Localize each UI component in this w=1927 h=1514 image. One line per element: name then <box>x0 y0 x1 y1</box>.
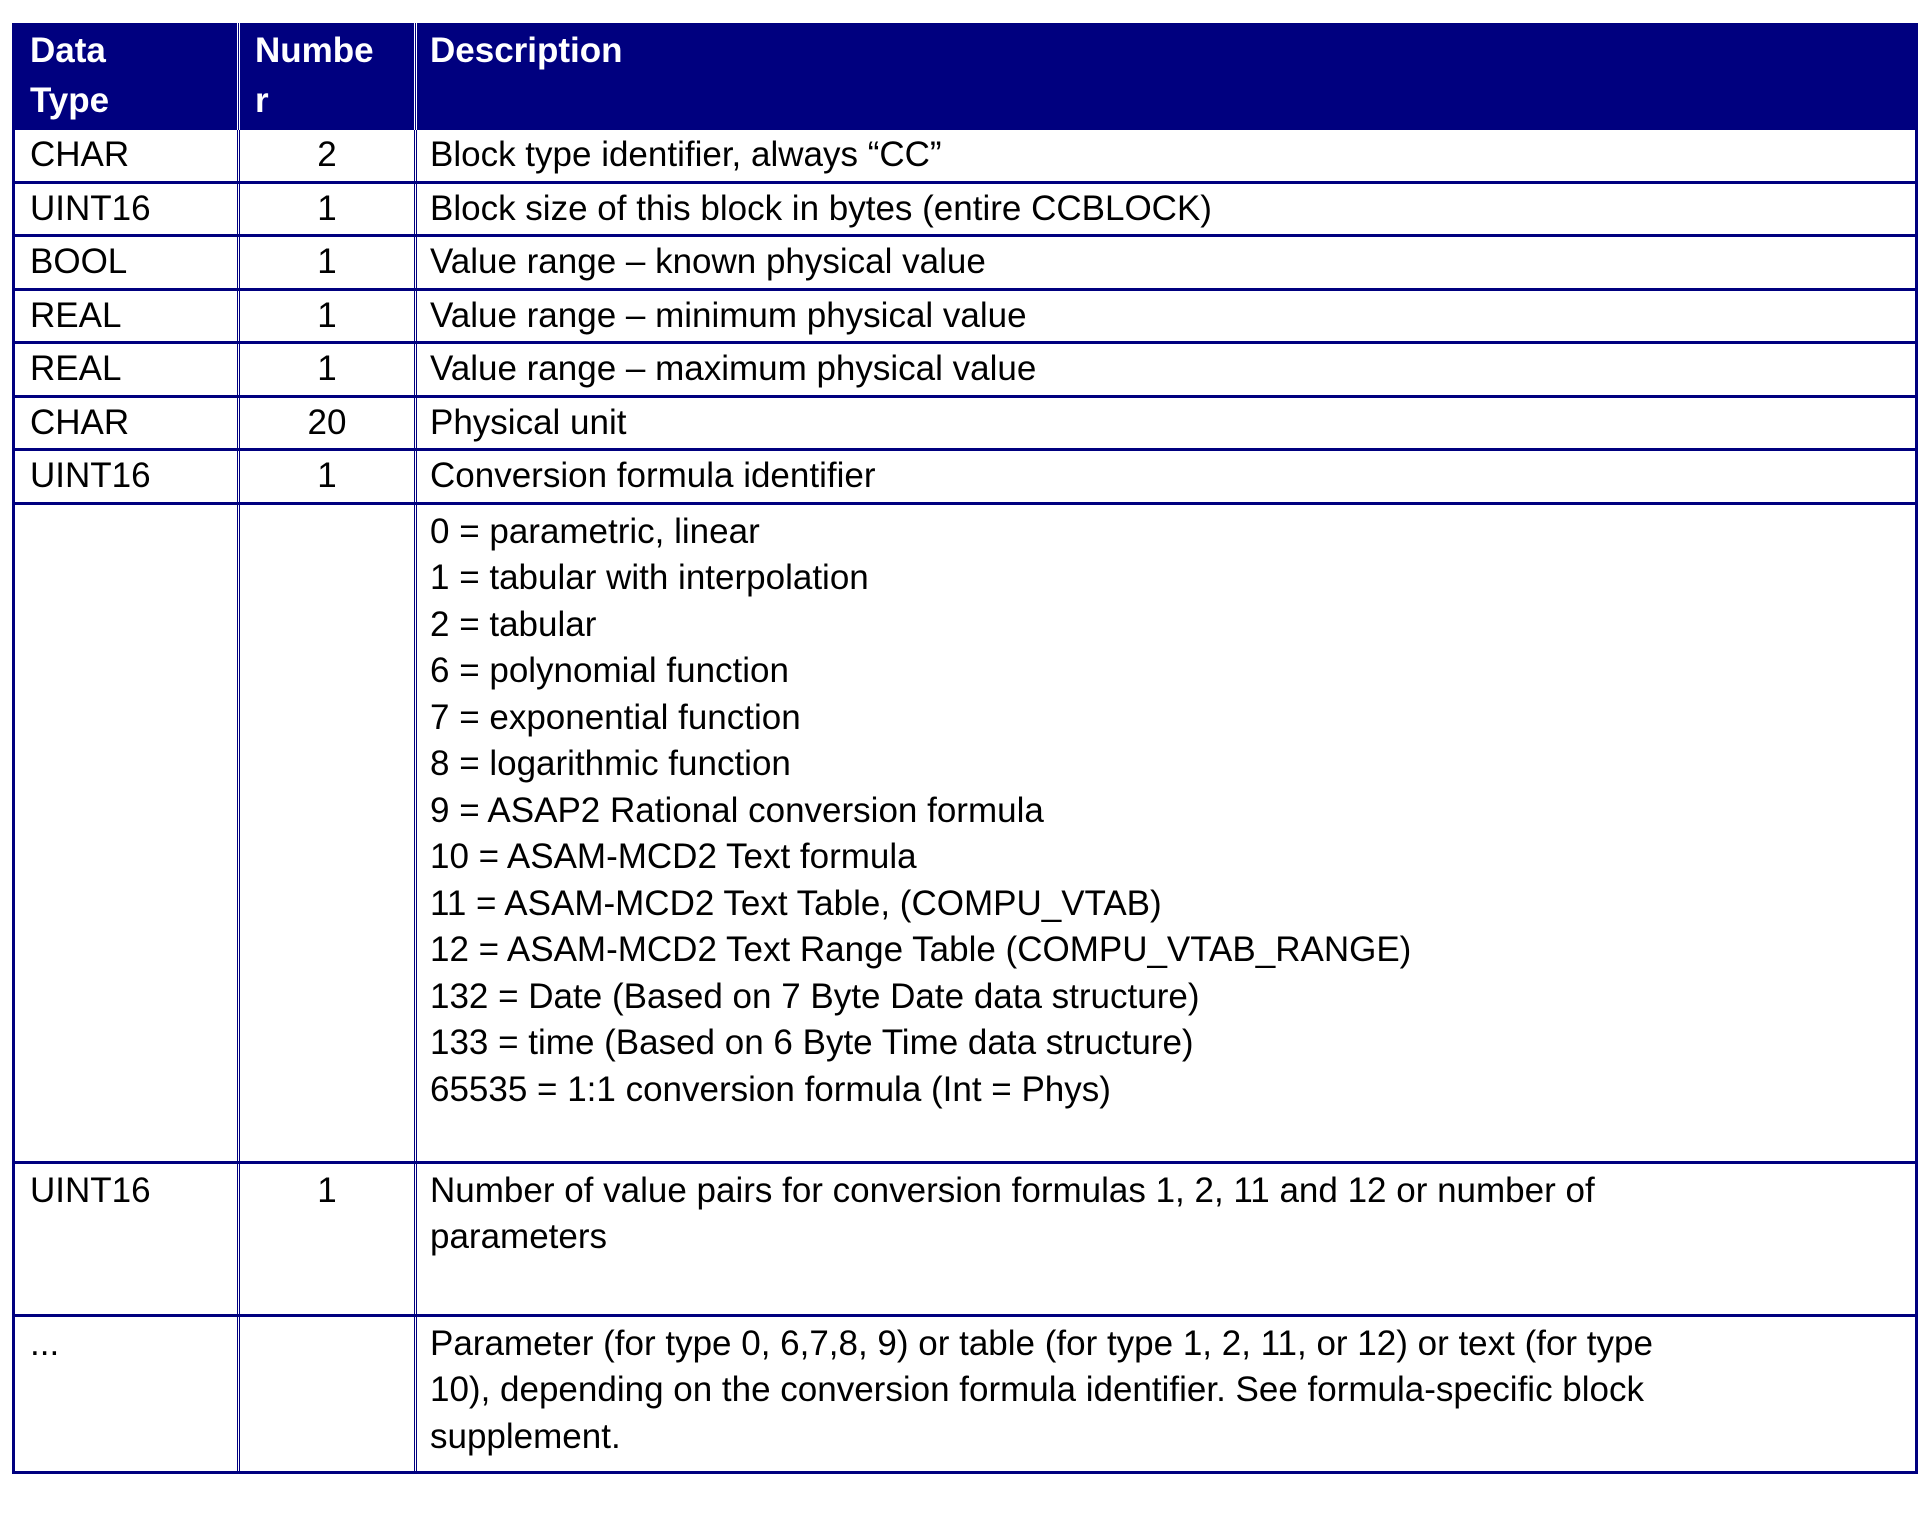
description-line: 9 = ASAP2 Rational conversion formula <box>430 790 1044 830</box>
data-type-cell: CHAR <box>30 135 130 174</box>
description-line: Physical unit <box>430 402 627 442</box>
number-cell: 1 <box>237 237 414 288</box>
table-row: REAL 1 Value range – minimum physical valu… <box>15 290 1915 344</box>
description-line: 12 = ASAM-MCD2 Text Range Table (COMPU_V… <box>430 930 1412 969</box>
header-label-line: Type <box>30 81 110 120</box>
description-line: supplement. <box>430 1416 621 1456</box>
description-line: 10 = ASAM-MCD2 Text formula <box>430 837 917 876</box>
header-number: Numbe r <box>237 23 414 130</box>
header-description: Description <box>414 23 1915 130</box>
table-row: BOOL 1 Value range – known physical value <box>15 237 1915 291</box>
description-cell: 0 = parametric, linear 1 = tabular with i… <box>414 504 1915 1161</box>
table-row: 0 = parametric, linear 1 = tabular with i… <box>15 504 1915 1164</box>
description-line: 65535 = 1:1 conversion formula (Int = Ph… <box>430 1069 1111 1109</box>
number-cell: 20 <box>237 397 414 448</box>
description-line: 11 = ASAM-MCD2 Text Table, (COMPU_VTAB) <box>430 883 1162 923</box>
description-line: Block size of this block in bytes (entir… <box>430 188 1212 228</box>
table-row: UINT16 1 Conversion formula identifier <box>15 451 1915 505</box>
data-type-cell: UINT16 <box>30 1170 151 1210</box>
data-type-cell: UINT16 <box>30 188 151 228</box>
description-cell: Value range – known physical value <box>414 237 1915 288</box>
description-cell: Value range – maximum physical value <box>414 344 1915 395</box>
number-cell: 1 <box>237 451 414 502</box>
data-type-cell: UINT16 <box>30 456 151 495</box>
description-line: Parameter (for type 0, 6,7,8, 9) or tabl… <box>430 1323 1653 1363</box>
description-cell: Parameter (for type 0, 6,7,8, 9) or tabl… <box>414 1316 1915 1471</box>
description-cell: Block size of this block in bytes (entir… <box>414 183 1915 234</box>
header-data-type: Data Type <box>15 23 237 130</box>
description-line: 1 = tabular with interpolation <box>430 558 869 597</box>
description-line: Value range – maximum physical value <box>430 349 1037 388</box>
description-cell: Physical unit <box>414 397 1915 448</box>
table-row: CHAR 2 Block type identifier, always “CC” <box>15 130 1915 184</box>
header-label-line: Description <box>430 31 623 70</box>
description-line: 6 = polynomial function <box>430 651 789 690</box>
number-cell: 1 <box>237 344 414 395</box>
number-cell <box>237 504 414 1161</box>
description-line: 7 = exponential function <box>430 697 801 737</box>
description-line: 2 = tabular <box>430 604 597 644</box>
description-line: 133 = time (Based on 6 Byte Time data st… <box>430 1023 1194 1062</box>
number-cell: 1 <box>237 1163 414 1314</box>
data-type-cell: CHAR <box>30 402 130 442</box>
description-line: 132 = Date (Based on 7 Byte Date data st… <box>430 976 1200 1016</box>
number-cell: 2 <box>237 130 414 181</box>
ccblock-table: Data Type Numbe r Description CHAR 2 Block type… <box>12 23 1918 1474</box>
table-row: REAL 1 Value range – maximum physical valu… <box>15 344 1915 398</box>
description-line: 0 = parametric, linear <box>430 511 760 551</box>
description-line: 10), depending on the conversion formula… <box>430 1370 1645 1409</box>
data-type-cell: ... <box>30 1323 60 1363</box>
table-header-row: Data Type Numbe r Description <box>15 23 1915 130</box>
description-line: Value range – known physical value <box>430 242 986 281</box>
number-cell: 1 <box>237 290 414 341</box>
number-cell <box>237 1316 414 1471</box>
number-cell: 1 <box>237 183 414 234</box>
data-type-cell: REAL <box>30 349 122 388</box>
description-line: Value range – minimum physical value <box>430 295 1027 335</box>
data-type-cell: BOOL <box>30 242 128 281</box>
table-row: UINT16 1 Number of value pairs for convers… <box>15 1163 1915 1317</box>
table-row: UINT16 1 Block size of this block in bytes… <box>15 183 1915 237</box>
description-line: parameters <box>430 1217 608 1256</box>
header-label-line: Data <box>30 31 106 70</box>
header-label-line: Numbe <box>255 31 374 70</box>
table-row: CHAR 20 Physical unit <box>15 397 1915 451</box>
description-cell: Value range – minimum physical value <box>414 290 1915 341</box>
table-row: ... Parameter (for type 0, 6,7,8, 9) or t… <box>15 1316 1915 1474</box>
description-cell: Block type identifier, always “CC” <box>414 130 1915 181</box>
description-line: Number of value pairs for conversion for… <box>430 1170 1595 1210</box>
description-line: 8 = logarithmic function <box>430 744 791 783</box>
data-type-cell <box>15 505 237 1161</box>
description-cell: Number of value pairs for conversion for… <box>414 1163 1915 1314</box>
description-cell: Conversion formula identifier <box>414 451 1915 502</box>
description-line: Conversion formula identifier <box>430 456 876 495</box>
data-type-cell: REAL <box>30 295 122 335</box>
description-line: Block type identifier, always “CC” <box>430 135 942 174</box>
header-label-line: r <box>255 81 269 120</box>
